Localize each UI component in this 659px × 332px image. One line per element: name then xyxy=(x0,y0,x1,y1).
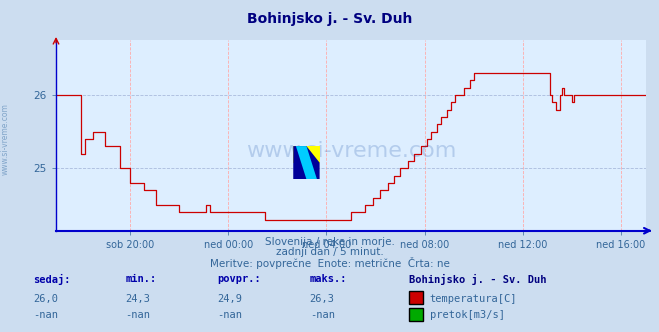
Text: -nan: -nan xyxy=(310,310,335,320)
Text: www.si-vreme.com: www.si-vreme.com xyxy=(1,104,10,175)
Text: Slovenija / reke in morje.: Slovenija / reke in morje. xyxy=(264,237,395,247)
Text: -nan: -nan xyxy=(33,310,58,320)
Text: Bohinjsko j. - Sv. Duh: Bohinjsko j. - Sv. Duh xyxy=(409,274,546,285)
Text: temperatura[C]: temperatura[C] xyxy=(430,294,517,304)
Text: zadnji dan / 5 minut.: zadnji dan / 5 minut. xyxy=(275,247,384,257)
Text: pretok[m3/s]: pretok[m3/s] xyxy=(430,310,505,320)
Text: -nan: -nan xyxy=(125,310,150,320)
Text: min.:: min.: xyxy=(125,274,156,284)
Text: povpr.:: povpr.: xyxy=(217,274,261,284)
Text: Meritve: povprečne  Enote: metrične  Črta: ne: Meritve: povprečne Enote: metrične Črta:… xyxy=(210,257,449,269)
Text: Bohinjsko j. - Sv. Duh: Bohinjsko j. - Sv. Duh xyxy=(247,12,412,26)
Text: 26,0: 26,0 xyxy=(33,294,58,304)
Text: maks.:: maks.: xyxy=(310,274,347,284)
Text: sedaj:: sedaj: xyxy=(33,274,71,285)
Polygon shape xyxy=(293,146,320,163)
Text: -nan: -nan xyxy=(217,310,243,320)
Polygon shape xyxy=(293,146,320,179)
Text: 24,9: 24,9 xyxy=(217,294,243,304)
Text: 24,3: 24,3 xyxy=(125,294,150,304)
Text: 26,3: 26,3 xyxy=(310,294,335,304)
Text: www.si-vreme.com: www.si-vreme.com xyxy=(246,140,456,161)
Polygon shape xyxy=(296,146,317,179)
